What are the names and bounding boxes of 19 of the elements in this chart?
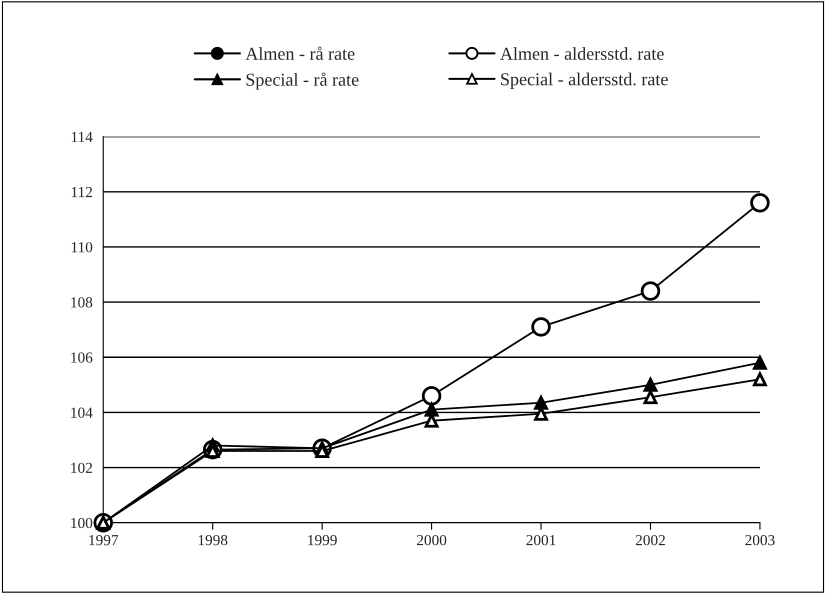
x-tick-label: 1998 [198,534,228,546]
legend-label: Almen - rå rate [246,46,354,60]
legend-label: Special - rå rate [246,72,358,90]
y-tick-label: 100 [71,518,92,528]
y-tick-label: 108 [71,297,92,308]
legend-label: Almen - aldersstd. rate [500,47,664,60]
y-tick-label: 114 [72,132,93,142]
y-tick-label: 104 [71,408,93,418]
y-tick-label: 110 [72,242,92,252]
x-tick-label: 2001 [526,534,556,546]
y-tick-label: 106 [71,352,92,363]
x-tick-label: 2003 [745,534,775,546]
x-tick-label: 1999 [308,535,337,546]
x-tick-label: 2002 [636,534,665,546]
x-tick-label: 1997 [89,535,118,546]
legend-label: Special - aldersstd. rate [501,72,668,90]
y-tick-label: 112 [72,186,92,198]
x-tick-label: 2000 [416,534,446,546]
y-tick-label: 102 [71,462,92,474]
